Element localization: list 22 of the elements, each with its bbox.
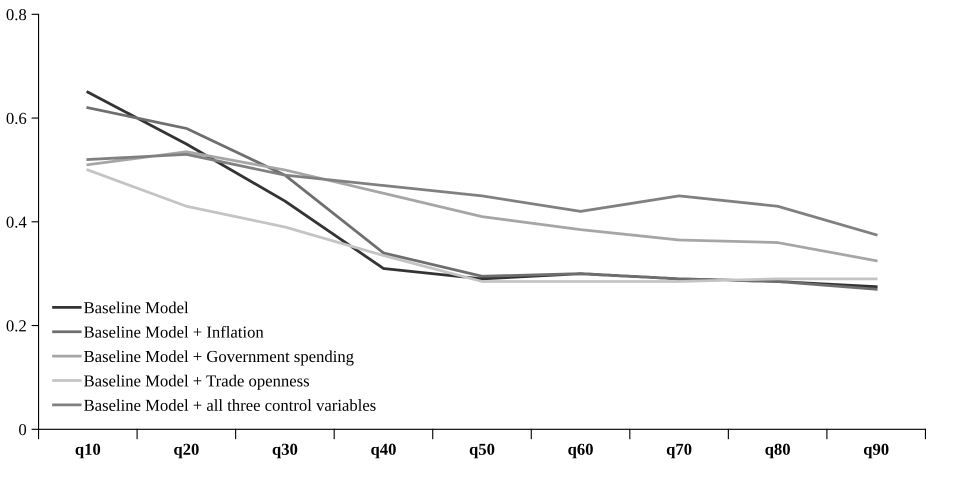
x-tick-label: q50 [470,444,494,458]
line-series [86,168,878,283]
x-tick-label: q30 [272,444,298,458]
y-tick-label: 0.4 [6,216,26,228]
y-tick-label: 0.6 [6,112,26,124]
y-tick-label: 0.2 [6,320,26,332]
x-tick-label: q20 [174,444,199,458]
legend-label: Baseline Model [84,302,188,314]
legend-label: Baseline Model + Inflation [84,326,264,338]
legend-label: Baseline Model + all three control variables [84,399,376,411]
x-tick-label: q60 [568,444,593,458]
x-tick-label: q10 [76,444,100,458]
x-tick-label: q40 [371,444,396,458]
legend-label: Baseline Model + Government spending [84,350,354,366]
x-tick-label: q70 [666,444,692,458]
y-tick-label: 0 [19,424,26,436]
line-series [86,150,878,262]
x-tick-label: q90 [864,444,888,458]
legend-label: Baseline Model + Trade openness [84,374,310,390]
line-series [86,152,878,236]
x-tick-label: q80 [765,444,790,458]
y-tick-label: 0.8 [6,9,26,20]
